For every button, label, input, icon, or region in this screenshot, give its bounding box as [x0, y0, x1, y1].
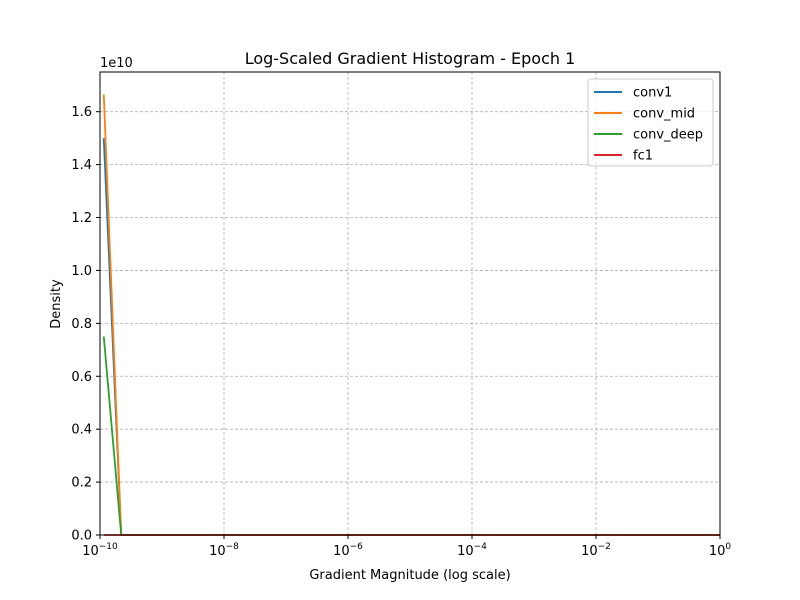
legend: conv1 conv_mid conv_deep fc1	[587, 78, 714, 167]
y-offset-label: 1e10	[100, 56, 133, 71]
x-tick-label: 10−2	[581, 542, 611, 559]
y-tick-label: 1.0	[71, 264, 92, 279]
x-tick-label: 10−8	[209, 542, 239, 559]
legend-box	[587, 78, 714, 167]
y-tick-label: 0.8	[71, 317, 92, 332]
x-axis-label: Gradient Magnitude (log scale)	[309, 568, 510, 583]
y-tick-label: 1.2	[71, 211, 92, 226]
y-tick-label: 1.4	[71, 158, 92, 173]
x-tick-label: 100	[709, 542, 732, 559]
legend-label-conv1: conv1	[633, 86, 672, 101]
legend-label-conv_mid: conv_mid	[633, 107, 695, 122]
plot-frame	[99, 71, 721, 536]
legend-label-conv_deep: conv_deep	[633, 128, 703, 143]
y-tick-label: 0.0	[71, 529, 92, 544]
grid	[99, 72, 721, 536]
x-tick-label: 10−4	[457, 542, 487, 559]
x-tick-label: 10−10	[82, 542, 118, 559]
chart-title: Log-Scaled Gradient Histogram - Epoch 1	[245, 49, 576, 68]
x-tick-label: 10−6	[333, 542, 363, 559]
axis-ticks: 10−10 10−8 10−6 10−4 10−2 100 0.0 0.2 0.4 0.6 0.8 1…	[71, 105, 731, 559]
y-axis-label: Density	[49, 279, 64, 329]
y-tick-label: 0.2	[71, 476, 92, 491]
legend-label-fc1: fc1	[633, 149, 653, 164]
y-tick-label: 0.6	[71, 370, 92, 385]
y-tick-label: 0.4	[71, 423, 92, 438]
y-tick-label: 1.6	[71, 105, 92, 120]
